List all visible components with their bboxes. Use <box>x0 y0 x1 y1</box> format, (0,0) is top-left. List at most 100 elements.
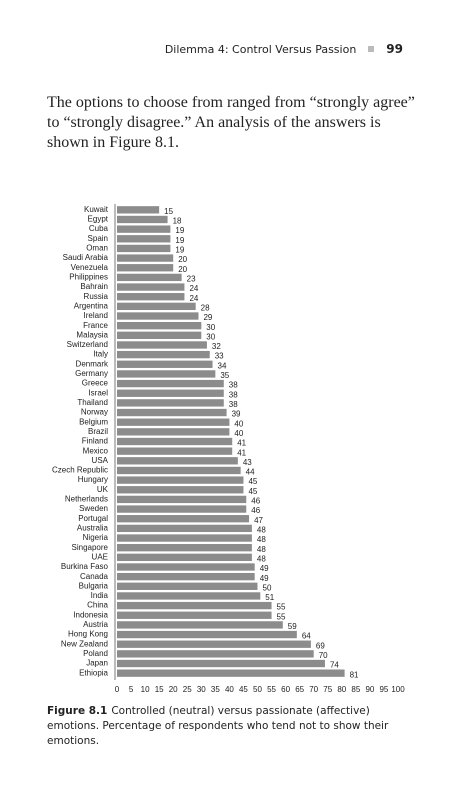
value-label: 41 <box>237 439 246 448</box>
category-label: Thailand <box>77 398 108 407</box>
category-label: Austria <box>83 620 108 629</box>
x-tick-label: 85 <box>351 685 360 694</box>
bar <box>117 630 297 639</box>
value-label: 28 <box>201 303 210 312</box>
category-label: India <box>91 591 109 600</box>
category-label: Belgium <box>79 417 108 426</box>
category-label: Portugal <box>78 514 108 523</box>
bar <box>117 534 252 542</box>
value-label: 40 <box>234 419 243 428</box>
category-label: Malaysia <box>76 330 108 339</box>
category-label: Saudi Arabia <box>63 253 109 262</box>
category-label: Finland <box>82 437 108 446</box>
value-label: 48 <box>257 554 266 563</box>
bar <box>117 447 233 455</box>
bar <box>117 659 325 668</box>
value-label: 51 <box>265 593 274 602</box>
bar <box>117 621 283 629</box>
category-label: Greece <box>82 379 109 388</box>
x-tick-label: 30 <box>197 685 206 694</box>
bar <box>117 293 185 301</box>
value-label: 49 <box>260 564 269 573</box>
category-label: Bulgaria <box>79 581 109 590</box>
bar <box>117 331 202 339</box>
category-label: Oman <box>86 244 108 253</box>
category-label: Spain <box>88 234 108 243</box>
bar <box>117 360 213 368</box>
category-label: Mexico <box>83 446 109 455</box>
bar <box>117 553 252 562</box>
value-label: 50 <box>263 583 272 592</box>
category-label: Czech Republic <box>52 466 108 475</box>
value-label: 45 <box>248 487 257 496</box>
bar <box>117 486 244 494</box>
category-label: Hungary <box>78 475 108 484</box>
x-tick-label: 80 <box>337 685 346 694</box>
value-label: 47 <box>254 516 263 525</box>
value-label: 45 <box>248 477 257 486</box>
bar <box>117 283 185 291</box>
x-tick-label: 100 <box>391 685 405 694</box>
category-label: Bahrain <box>80 282 108 291</box>
category-label: Japan <box>86 659 108 668</box>
value-label: 32 <box>212 342 221 351</box>
bar <box>117 341 207 349</box>
caption: Figure 8.1 Controlled (neutral) versus pa… <box>47 704 417 749</box>
value-label: 48 <box>257 545 266 554</box>
x-tick-label: 25 <box>183 685 192 694</box>
value-label: 43 <box>243 458 252 467</box>
running-header: Dilemma 4: Control Versus Passion 99 <box>165 42 403 56</box>
value-label: 38 <box>229 400 238 409</box>
category-label: Brazil <box>88 427 108 436</box>
bar <box>117 466 241 475</box>
value-label: 64 <box>302 632 311 641</box>
bar <box>117 437 233 446</box>
category-label: Italy <box>93 350 108 359</box>
bar <box>117 215 168 224</box>
value-label: 35 <box>220 371 229 380</box>
bar <box>117 611 272 619</box>
category-label: Indonesia <box>73 610 108 619</box>
value-label: 15 <box>164 207 173 216</box>
bar <box>117 457 238 465</box>
bar <box>117 544 252 552</box>
x-tick-label: 35 <box>211 685 220 694</box>
bar <box>117 476 244 484</box>
caption-text: Controlled (neutral) versus passionate (… <box>47 705 389 747</box>
bar <box>117 495 247 504</box>
bar <box>117 350 210 359</box>
value-label: 38 <box>229 390 238 399</box>
x-tick-label: 15 <box>155 685 164 694</box>
bar <box>117 225 171 233</box>
value-label: 49 <box>260 574 269 583</box>
value-label: 55 <box>277 612 286 621</box>
caption-label: Figure 8.1 <box>47 705 108 717</box>
category-label: Germany <box>75 369 108 378</box>
value-label: 20 <box>178 255 187 264</box>
value-label: 38 <box>229 381 238 390</box>
category-label: Hong Kong <box>68 630 108 639</box>
chart: 0 5 10 15 20 25 30 35 40 45 50 55 60 65 70 75 80 85 90 95 10… <box>52 204 405 694</box>
value-label: 19 <box>175 226 184 235</box>
bar <box>117 302 196 311</box>
category-label: China <box>87 601 108 610</box>
value-label: 48 <box>257 525 266 534</box>
category-label: France <box>83 321 108 330</box>
category-label: Burkina Faso <box>61 562 109 571</box>
category-label: Nigeria <box>83 533 109 542</box>
x-tick-label: 40 <box>225 685 234 694</box>
x-tick-label: 60 <box>281 685 290 694</box>
category-label: Philippines <box>69 273 108 282</box>
x-tick-label: 55 <box>267 685 276 694</box>
value-label: 19 <box>175 236 184 245</box>
category-label: Kuwait <box>84 205 109 214</box>
x-tick-label: 95 <box>379 685 388 694</box>
bar <box>117 244 171 253</box>
category-label: Sweden <box>79 504 108 513</box>
value-label: 33 <box>215 352 224 361</box>
x-tick-label: 90 <box>365 685 374 694</box>
category-label: Poland <box>83 649 108 658</box>
category-label: Venezuela <box>71 263 109 272</box>
category-label: Norway <box>81 408 108 417</box>
bar <box>117 524 252 533</box>
